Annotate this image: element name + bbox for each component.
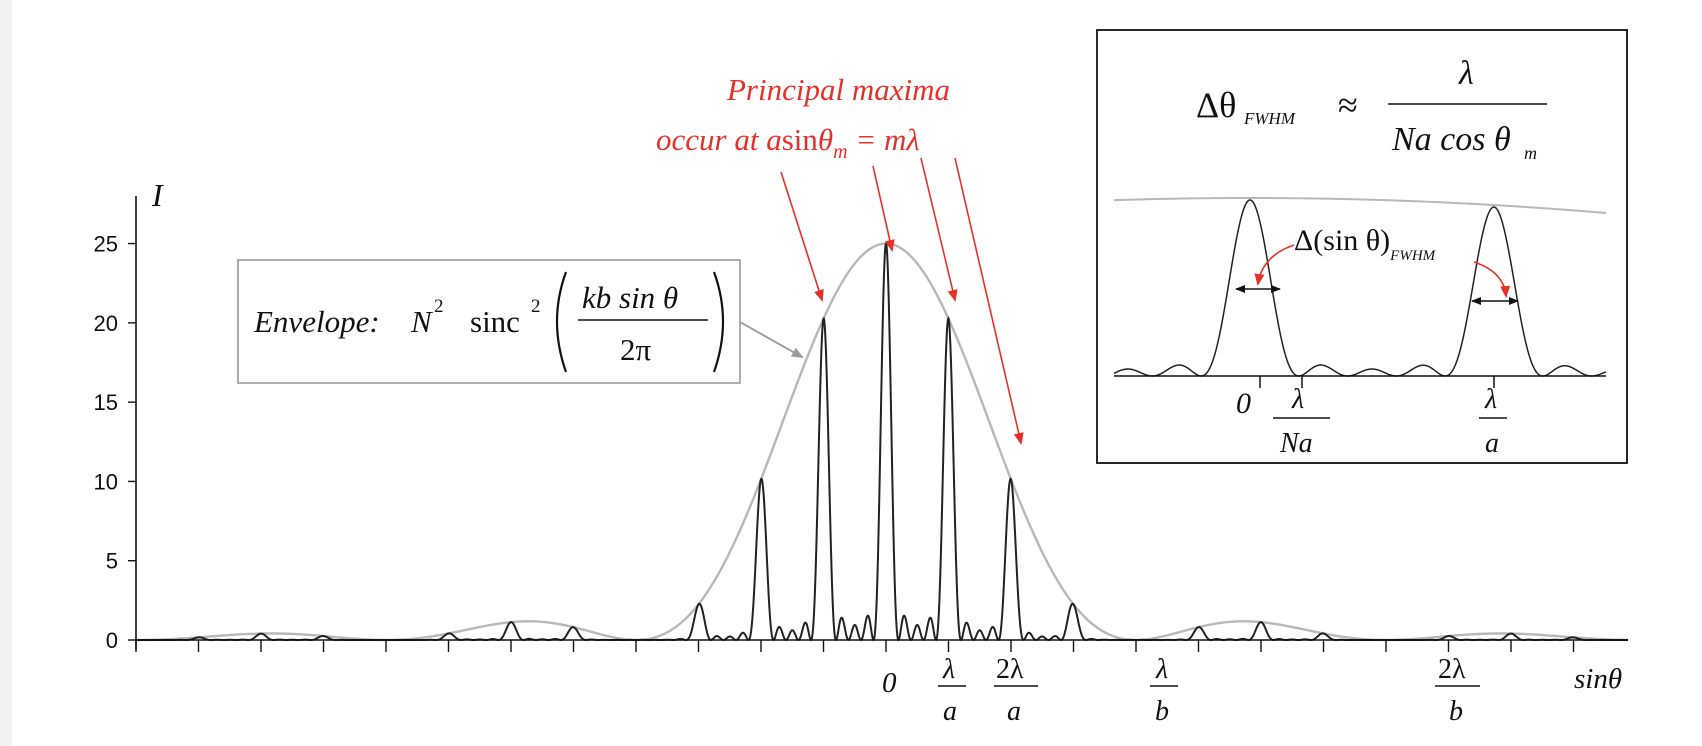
svg-text:2: 2 <box>434 296 444 317</box>
svg-text:Na cos θ: Na cos θ <box>1391 121 1511 158</box>
svg-text:λ: λ <box>1484 384 1497 415</box>
svg-text:b: b <box>1155 696 1169 727</box>
inset-intensity-curve <box>1113 199 1607 377</box>
y-tick-label: 5 <box>106 549 118 574</box>
inset-tick-lambda-over-a: λ a <box>1479 384 1507 459</box>
y-tick-label: 20 <box>94 311 118 336</box>
x-axis-label: sinθ <box>1574 663 1622 695</box>
svg-text:a: a <box>1007 696 1021 727</box>
svg-text:b: b <box>1449 696 1463 727</box>
svg-text:Envelope:: Envelope: <box>253 304 380 339</box>
svg-text:FWHM: FWHM <box>1243 109 1296 128</box>
svg-text:Na: Na <box>1279 428 1313 459</box>
svg-text:λ: λ <box>942 654 955 685</box>
y-axis-ticks: 0 5 10 15 20 25 <box>94 232 136 653</box>
y-tick-label: 25 <box>94 232 118 257</box>
svg-text:λ: λ <box>1458 55 1474 92</box>
svg-text:2λ: 2λ <box>1438 654 1466 685</box>
svg-text:2: 2 <box>531 296 541 317</box>
svg-text:2λ: 2λ <box>996 654 1024 685</box>
x-tick-2lambda-over-a: 2λ a <box>994 654 1038 727</box>
inset-envelope-curve <box>1113 197 1607 214</box>
svg-text:2π: 2π <box>620 332 652 367</box>
x-tick-lambda-over-b: λ b <box>1150 654 1178 727</box>
x-tick-lambda-over-a: λ a <box>938 654 966 727</box>
inset-tick-lambda-over-Na: λ Na <box>1273 384 1330 459</box>
svg-text:λ: λ <box>1155 654 1168 685</box>
svg-text:λ: λ <box>1291 384 1304 415</box>
svg-text:Δθ: Δθ <box>1196 85 1236 125</box>
x-axis-ticks <box>135 640 1575 652</box>
y-tick-label: 0 <box>106 628 118 653</box>
svg-text:0: 0 <box>1236 387 1251 420</box>
svg-text:sinc: sinc <box>470 304 520 339</box>
y-tick-label: 10 <box>94 469 118 494</box>
svg-text:a: a <box>943 696 957 727</box>
envelope-label-box: Envelope: N 2 sinc 2 kb sin θ 2π <box>237 259 804 384</box>
svg-text:Principal maxima: Principal maxima <box>726 72 950 107</box>
x-tick-zero: 0 <box>882 667 897 699</box>
svg-text:N: N <box>410 304 434 339</box>
svg-text:occur at asinθm = mλ: occur at asinθm = mλ <box>656 122 920 163</box>
x-tick-2lambda-over-b: 2λ b <box>1435 654 1480 727</box>
svg-text:Δ(sin θ)FWHM: Δ(sin θ)FWHM <box>1294 224 1437 264</box>
y-axis-label: I <box>151 177 164 213</box>
left-margin-strip <box>0 0 12 746</box>
fwhm-inset: Δθ FWHM ≈ λ Na cos θ m Δ(sin θ)FWHM 0 λ … <box>1096 29 1628 464</box>
svg-text:a: a <box>1485 428 1499 459</box>
svg-text:m: m <box>1524 143 1537 163</box>
y-tick-label: 15 <box>94 390 118 415</box>
svg-text:kb sin θ: kb sin θ <box>582 280 678 315</box>
svg-text:≈: ≈ <box>1338 85 1358 125</box>
principal-maxima-annotation: Principal maxima occur at asinθm = mλ <box>656 72 1024 445</box>
fwhm-formula: Δθ FWHM ≈ λ Na cos θ m <box>1196 55 1547 163</box>
